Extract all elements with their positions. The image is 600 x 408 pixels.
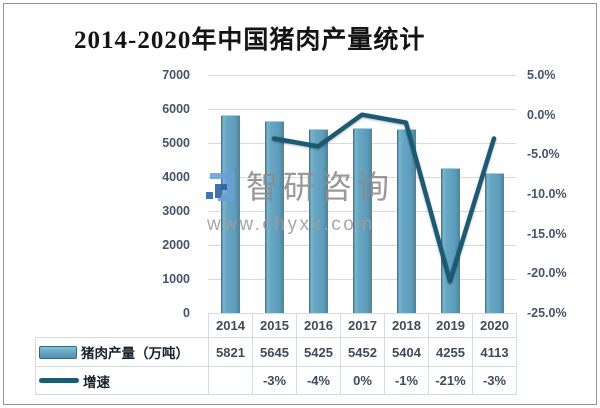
bar-legend-swatch-icon xyxy=(39,345,77,359)
production-value-cell: 5821 xyxy=(208,337,253,367)
right-axis-tick-label: -5.0% xyxy=(527,147,560,162)
watermark-brand-text: 智研咨询 xyxy=(246,169,395,205)
production-value-cell: 5452 xyxy=(340,337,385,367)
left-axis-tick-label: 2000 xyxy=(162,238,190,252)
right-axis-tick-label: -15.0% xyxy=(527,226,567,241)
bar-2019 xyxy=(440,168,460,314)
growth-value-cell: -1% xyxy=(384,366,429,395)
growth-value-cell xyxy=(208,366,253,395)
production-value-cell: 5425 xyxy=(296,337,341,367)
growth-value-cell: 0% xyxy=(340,366,385,395)
right-axis-tick-label: -25.0% xyxy=(527,306,567,320)
gridline xyxy=(208,75,516,76)
production-value-cell: 5645 xyxy=(252,337,297,367)
bar-2014 xyxy=(220,115,240,314)
production-value-cell: 4113 xyxy=(472,337,517,367)
year-cell: 2017 xyxy=(340,313,385,338)
left-axis-tick-label: 0 xyxy=(183,306,190,320)
left-axis-tick-label: 7000 xyxy=(162,68,190,82)
growth-value-cell: -4% xyxy=(296,366,341,395)
table-corner-empty xyxy=(36,314,209,338)
production-value-cell: 5404 xyxy=(384,337,429,367)
watermark-site-text: www.chyxx.com xyxy=(207,214,375,235)
right-axis-tick-label: 0.0% xyxy=(527,107,556,122)
year-cell: 2014 xyxy=(208,313,253,338)
year-cell: 2020 xyxy=(472,313,517,338)
line-legend-swatch-icon xyxy=(39,378,79,383)
production-legend-label: 猪肉产量（万吨） xyxy=(81,346,189,361)
legend-growth: 增速 xyxy=(35,366,209,395)
left-axis-tick-label: 4000 xyxy=(162,170,190,184)
year-cell: 2018 xyxy=(384,313,429,338)
bar-2018 xyxy=(396,129,416,314)
right-axis-tick-label: 5.0% xyxy=(527,68,556,82)
growth-value-cell: -3% xyxy=(252,366,297,395)
left-axis-tick-label: 1000 xyxy=(162,272,190,286)
left-axis-tick-label: 3000 xyxy=(162,204,190,218)
zhiyan-logo-icon xyxy=(204,168,237,211)
growth-value-cell: -3% xyxy=(472,366,517,395)
right-axis-tick-label: -10.0% xyxy=(527,187,567,201)
production-value-cell: 4255 xyxy=(428,337,473,367)
growth-legend-label: 增速 xyxy=(83,374,110,390)
chart-title: 2014-2020年中国猪肉产量统计 xyxy=(74,27,426,54)
year-cell: 2016 xyxy=(296,313,341,338)
left-axis-tick-label: 5000 xyxy=(162,136,190,150)
year-cell: 2015 xyxy=(252,313,297,338)
legend-production: 猪肉产量（万吨） xyxy=(35,337,209,367)
watermark: 智研咨询 www.chyxx.com xyxy=(204,168,394,236)
left-axis-tick-label: 6000 xyxy=(162,102,190,116)
growth-value-cell: -21% xyxy=(428,366,473,395)
year-cell: 2019 xyxy=(428,313,473,338)
gridline xyxy=(208,109,516,110)
right-axis-tick-label: -20.0% xyxy=(527,266,567,281)
data-table: 2014 2015 2016 2017 2018 2019 2020 猪肉产量（万吨） 5821… xyxy=(35,313,517,395)
bar-2020 xyxy=(484,173,504,314)
